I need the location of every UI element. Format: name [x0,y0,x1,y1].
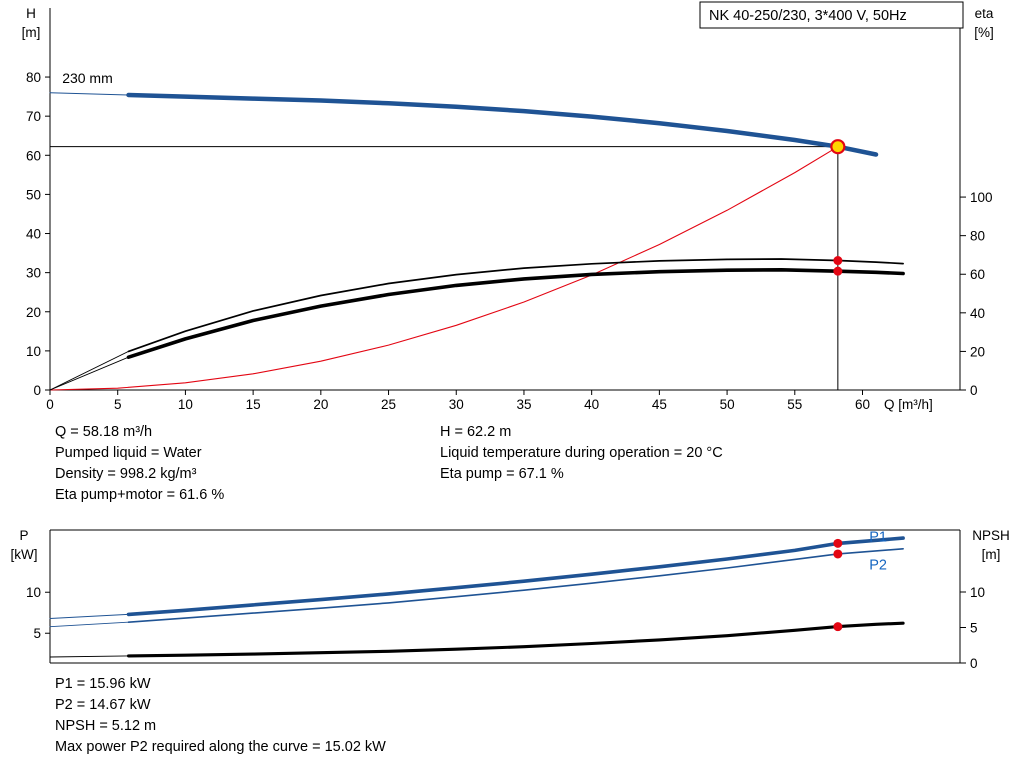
x-tick-label: 45 [652,397,667,412]
npsh-lead [49,655,129,658]
x-axis-title: Q [m³/h] [884,397,933,412]
info-line-head: H = 62.2 m [440,424,512,440]
eta-pump-lead [49,350,129,391]
head-curve-230mm [126,92,879,157]
info-line-max-power: Max power P2 required along the curve = … [55,739,386,755]
head-eta-chart: 0 5 10 15 20 25 30 35 40 45 50 55 60 Q [m³/h] 0 10 20 30 4… [22,1,994,412]
y-left-tick-label: 10 [26,344,41,359]
npsh-curve [126,621,905,658]
y-right-tick-label: 20 [970,344,985,359]
system-curve [49,146,839,391]
operating-point-dot [833,256,843,266]
info-line-density: Density = 998.2 kg/m³ [55,466,197,482]
y-right-tick-label: 100 [970,190,993,205]
info-line-p2: P2 = 14.67 kW [55,697,151,713]
info-line-npsh: NPSH = 5.12 m [55,718,157,734]
p1-lead [49,613,129,619]
head-curve-lead [49,92,129,96]
operating-point-dot [833,266,843,276]
curve-label: 230 mm [62,70,113,86]
y-left-tick-label: 70 [26,109,41,124]
curve-label: P1 [869,529,887,545]
p1-curve [126,536,905,617]
y-left-axis-title: P [19,528,28,543]
eta-pump-motor-curve [126,267,905,360]
operating-point-dot [833,622,843,632]
y-right-tick-label: 0 [970,383,978,398]
operating-point-dot [833,549,843,559]
operating-data-right: H = 62.2 m Liquid temperature during ope… [440,422,723,485]
p2-curve [127,547,904,623]
y-right-tick-label: 60 [970,267,985,282]
y-left-axis-title: [m] [22,25,41,40]
x-tick-label: 25 [381,397,396,412]
y-right-axis-title: NPSH [972,528,1010,543]
y-right-tick-label: 80 [970,229,985,244]
operating-point-dot [833,538,843,548]
y-right-tick-label: 5 [970,620,978,635]
x-tick-label: 20 [313,397,328,412]
y-left-axis-title: H [26,6,36,21]
eta-pump-curve [127,258,904,353]
y-left-axis-title: [kW] [11,547,38,562]
x-tick-label: 15 [246,397,261,412]
title-box [699,1,964,29]
x-tick-label: 35 [516,397,531,412]
info-line-temperature: Liquid temperature during operation = 20… [440,445,723,461]
info-line-eta-pump-motor: Eta pump+motor = 61.6 % [55,487,225,503]
y-left-tick-label: 60 [26,148,41,163]
x-tick-label: 30 [449,397,464,412]
curve-label: P2 [869,557,887,573]
x-tick-label: 10 [178,397,193,412]
y-left-tick-label: 10 [26,585,41,600]
x-tick-label: 60 [855,397,870,412]
p2-lead [49,621,129,628]
y-right-tick-label: 0 [970,656,978,668]
duty-point [830,139,846,155]
y-left-tick-label: 0 [33,383,41,398]
operating-data-left: Q = 58.18 m³/h Pumped liquid = Water Den… [55,422,224,506]
x-tick-label: 5 [114,397,122,412]
y-left-tick-label: 80 [26,70,41,85]
power-npsh-data: P1 = 15.96 kW P2 = 14.67 kW NPSH = 5.12 … [55,674,386,758]
y-left-tick-label: 20 [26,305,41,320]
eta-pump-motor-lead [49,356,129,391]
chart-title: NK 40-250/230, 3*400 V, 50Hz [709,8,907,24]
power-npsh-chart: 5 10 0 5 10 P [kW] NPSH [m] P1 P2 [11,528,1010,668]
y-left-tick-label: 40 [26,227,41,242]
x-tick-label: 55 [787,397,802,412]
y-right-tick-label: 10 [970,585,985,600]
info-line-liquid: Pumped liquid = Water [55,445,202,461]
info-line-eta-pump: Eta pump = 67.1 % [440,466,564,482]
y-right-axis-title: [m] [982,547,1001,562]
y-left-tick-label: 5 [33,626,41,641]
info-line-p1: P1 = 15.96 kW [55,676,151,692]
y-left-tick-label: 30 [26,266,41,281]
info-line-flow: Q = 58.18 m³/h [55,424,153,440]
x-tick-label: 50 [720,397,735,412]
y-right-tick-label: 40 [970,306,985,321]
x-tick-label: 40 [584,397,599,412]
x-tick-label: 0 [46,397,54,412]
y-right-axis-title: [%] [974,25,994,40]
y-left-tick-label: 50 [26,187,41,202]
y-right-axis-title: eta [975,6,994,21]
